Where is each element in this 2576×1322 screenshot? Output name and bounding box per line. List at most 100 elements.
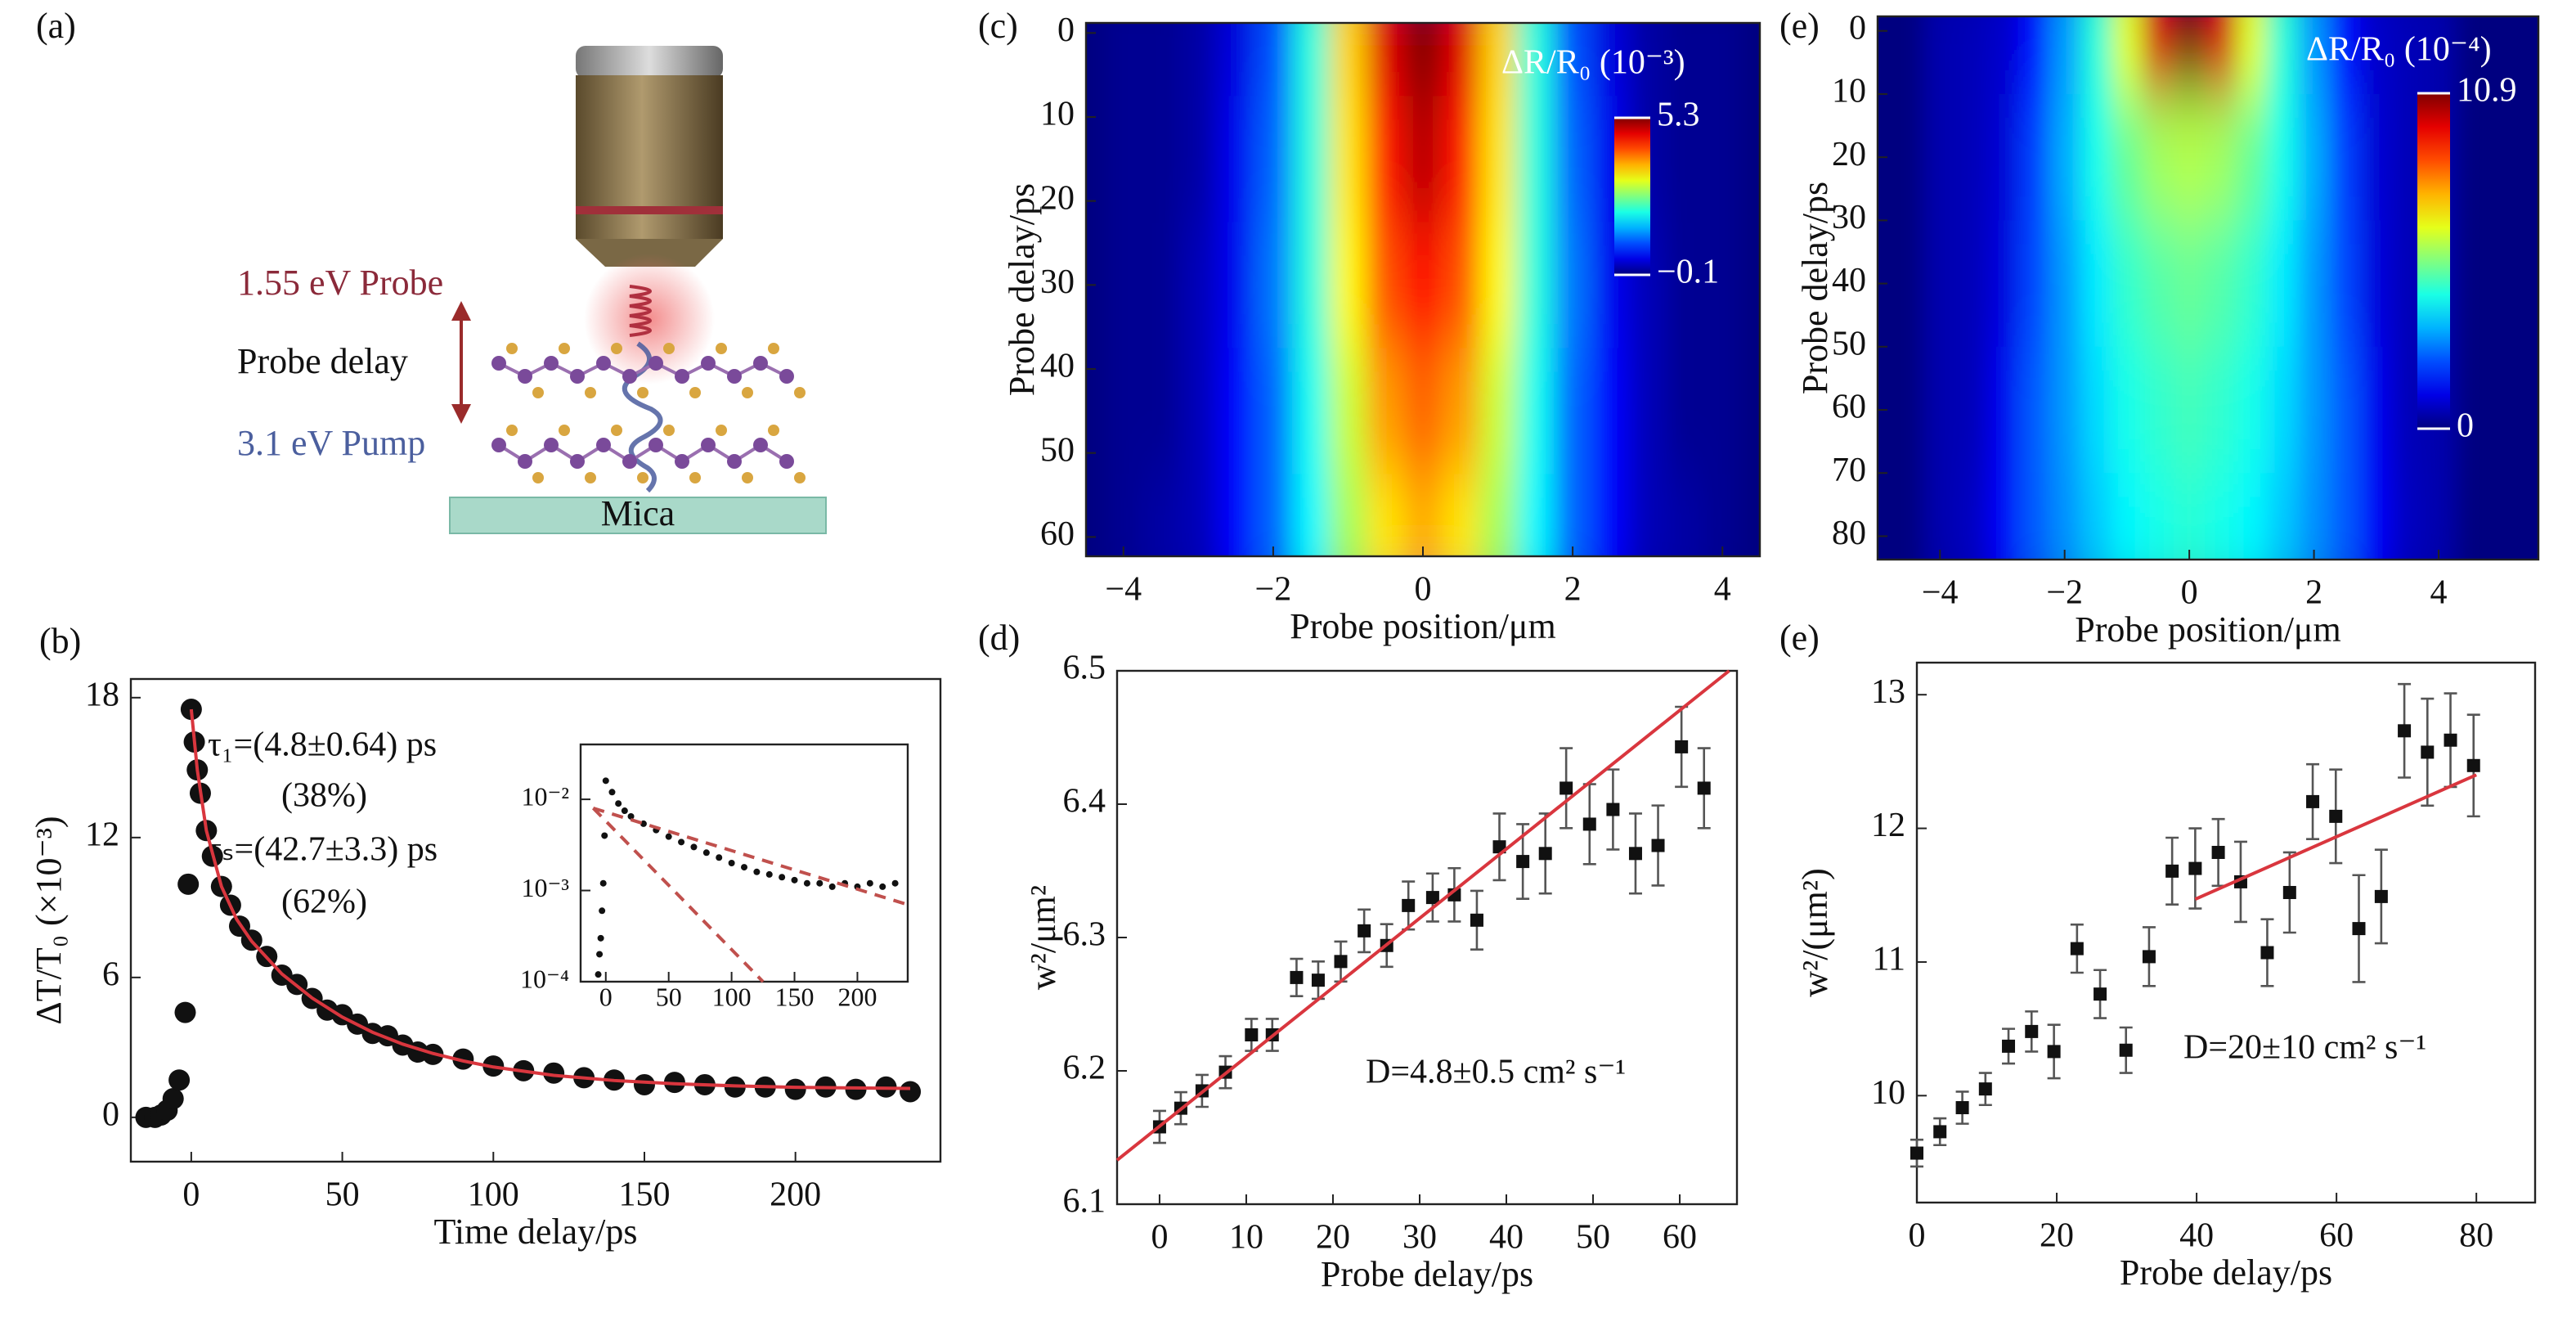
y-tick-label: 6.4 — [1063, 783, 1106, 821]
marker — [1978, 1082, 1992, 1096]
heatmap-cell — [1441, 348, 1480, 475]
y-tick-label: 30 — [1832, 199, 1866, 236]
x-tick-label: 0 — [1415, 571, 1432, 609]
y-tick-label: 60 — [1832, 389, 1866, 426]
x-tick-label: 60 — [1663, 1219, 1697, 1257]
heatmap-cell — [1367, 23, 1406, 97]
panel-label: (d) — [978, 618, 1020, 658]
heatmap-cell — [1291, 23, 1331, 97]
marker — [900, 1081, 922, 1103]
panel-label: (b) — [39, 621, 81, 661]
y-tick-label: 20 — [1040, 179, 1075, 217]
atom — [506, 425, 518, 436]
x-tick-label: −2 — [1255, 571, 1292, 609]
heatmap-cell — [1703, 23, 1743, 97]
atom — [742, 472, 753, 483]
marker — [728, 860, 735, 866]
marker — [621, 807, 628, 815]
atom — [544, 438, 559, 452]
heatmap-cell — [1703, 96, 1743, 223]
y-tick-label: 10⁻³ — [522, 873, 569, 902]
heatmap-cell — [1628, 348, 1667, 475]
x-tick-label: 80 — [2459, 1217, 2493, 1255]
heatmap-cell — [1591, 23, 1630, 97]
annotation: τ₁=(4.8±0.64) ps — [208, 726, 437, 764]
heatmap-cell — [2080, 16, 2112, 95]
heatmap-cell — [2205, 346, 2237, 474]
marker — [2306, 794, 2320, 808]
heatmap-cell — [2329, 93, 2362, 222]
heatmap-cell — [1516, 474, 1555, 556]
atom — [742, 387, 753, 398]
atom — [701, 356, 716, 371]
heatmap-cell — [1404, 23, 1443, 97]
heatmap-cell — [1628, 474, 1667, 556]
y-axis-label: Probe delay/ps — [1795, 182, 1835, 394]
heatmap-cell — [1441, 222, 1480, 349]
atom — [727, 454, 742, 469]
heatmap-cell — [1986, 473, 2019, 560]
heatmap-cell — [2049, 93, 2081, 222]
heatmap-cell — [1329, 222, 1368, 349]
heatmap-cell — [1104, 96, 1143, 223]
heatmap-cell — [1254, 222, 1293, 349]
marker — [866, 879, 873, 887]
marker — [2282, 885, 2296, 899]
atom — [689, 387, 701, 398]
marker — [1675, 740, 1689, 753]
atom — [637, 472, 648, 483]
marker — [627, 812, 635, 820]
heatmap-cell — [1986, 220, 2019, 348]
marker — [765, 870, 773, 878]
plot-frame — [1915, 661, 2537, 1204]
y-tick-label: 6.5 — [1063, 650, 1106, 687]
plot-frame — [129, 677, 942, 1163]
heatmap-cell — [1217, 222, 1255, 349]
heatmap-cell — [2142, 220, 2175, 348]
x-tick-label: 100 — [712, 983, 752, 1012]
heatmap-cell — [1179, 348, 1218, 475]
heatmap-cell — [2267, 16, 2300, 95]
atom — [559, 425, 570, 436]
marker — [1358, 924, 1371, 938]
atom — [648, 356, 663, 371]
heatmap-cell — [2142, 93, 2175, 222]
heatmap-cell — [1955, 16, 1988, 95]
heatmap-cell — [2017, 16, 2050, 95]
x-tick-label: 200 — [837, 983, 877, 1012]
heatmap-cell — [2329, 473, 2362, 560]
heatmap-cell — [1142, 348, 1181, 475]
heatmap-cell — [2174, 93, 2206, 222]
atom — [753, 438, 768, 452]
heatmap-cell — [2205, 473, 2237, 560]
colorbar-tick-label: 0 — [2457, 407, 2474, 445]
y-tick-label: 50 — [1832, 325, 1866, 362]
y-axis-label: w²/(μm²) — [1795, 868, 1835, 997]
marker — [2142, 950, 2156, 964]
y-axis-label: ΔT/T₀ (×10⁻³) — [29, 816, 69, 1024]
heatmap-cell — [1142, 23, 1181, 97]
y-tick-label: 18 — [85, 676, 119, 713]
heatmap-cell — [2298, 16, 2331, 95]
x-tick-label: 2 — [2305, 574, 2322, 612]
x-tick-label: 20 — [1316, 1219, 1350, 1257]
heatmap-cell — [2236, 16, 2269, 95]
heatmap-cell — [2049, 473, 2081, 560]
marker — [599, 879, 607, 887]
heatmap-cell — [1666, 96, 1705, 223]
marker — [597, 934, 604, 942]
crystal-layers — [491, 343, 806, 483]
heatmap-cell — [1924, 346, 1957, 474]
marker — [162, 1088, 184, 1110]
atom — [532, 472, 544, 483]
heatmap-cell — [2298, 220, 2331, 348]
x-tick-label: 4 — [1714, 571, 1731, 609]
heatmap-cell — [1291, 474, 1331, 556]
heatmap-cell — [1703, 222, 1743, 349]
marker — [602, 777, 609, 785]
heatmap-cell — [1367, 222, 1406, 349]
heatmap-cell — [1703, 474, 1743, 556]
atom — [596, 438, 611, 452]
atom — [544, 356, 559, 371]
